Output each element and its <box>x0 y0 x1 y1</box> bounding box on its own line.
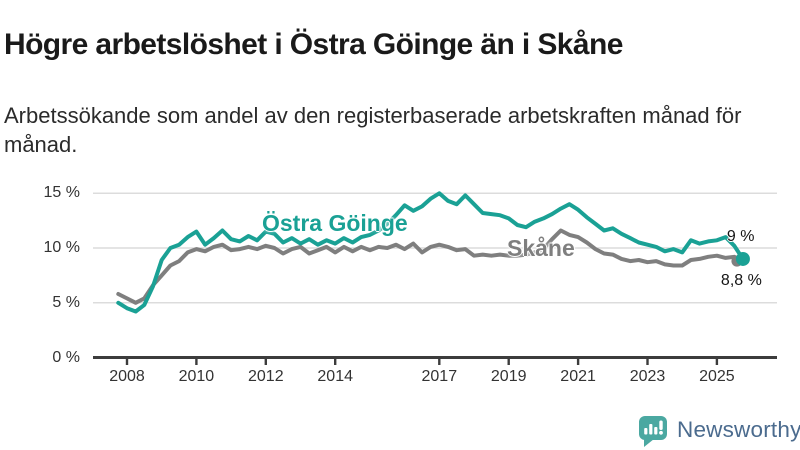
x-tick-label: 2012 <box>248 368 284 385</box>
series-line-ostra-goinge <box>116 191 745 314</box>
newsworthy-brand-text: Newsworthy <box>677 417 800 442</box>
series-line-skane <box>116 228 745 305</box>
end-dot-ostra-goinge <box>735 251 750 266</box>
x-tick-label: 2019 <box>490 368 527 385</box>
x-tick-label: 2017 <box>421 368 458 385</box>
y-tick-label: 0 % <box>52 348 80 366</box>
y-tick-label: 5 % <box>52 293 80 311</box>
y-tick-label: 15 % <box>43 184 80 202</box>
x-tick-label: 2014 <box>317 368 353 385</box>
chart-subtitle: Arbetssökande som andel av den registerb… <box>4 103 742 158</box>
x-tick-label: 2010 <box>178 368 215 385</box>
newsworthy-logo-icon <box>639 416 667 447</box>
newsworthy-logo: Newsworthy <box>638 415 800 448</box>
latest-value-label-ostra-goinge: 9 % <box>726 227 755 245</box>
series-label-ostra-goinge: Östra Göinge <box>262 210 408 236</box>
x-tick-label: 2008 <box>109 368 145 385</box>
x-tick-label: 2025 <box>699 368 735 385</box>
page-title: Högre arbetslöshet i Östra Göinge än i S… <box>4 28 623 62</box>
latest-value-label-skane: 8,8 % <box>720 272 762 290</box>
x-tick-label: 2023 <box>629 368 666 385</box>
y-tick-label: 10 % <box>43 239 80 256</box>
x-tick-label: 2021 <box>560 368 596 385</box>
series-label-skane: Skåne <box>507 235 575 261</box>
